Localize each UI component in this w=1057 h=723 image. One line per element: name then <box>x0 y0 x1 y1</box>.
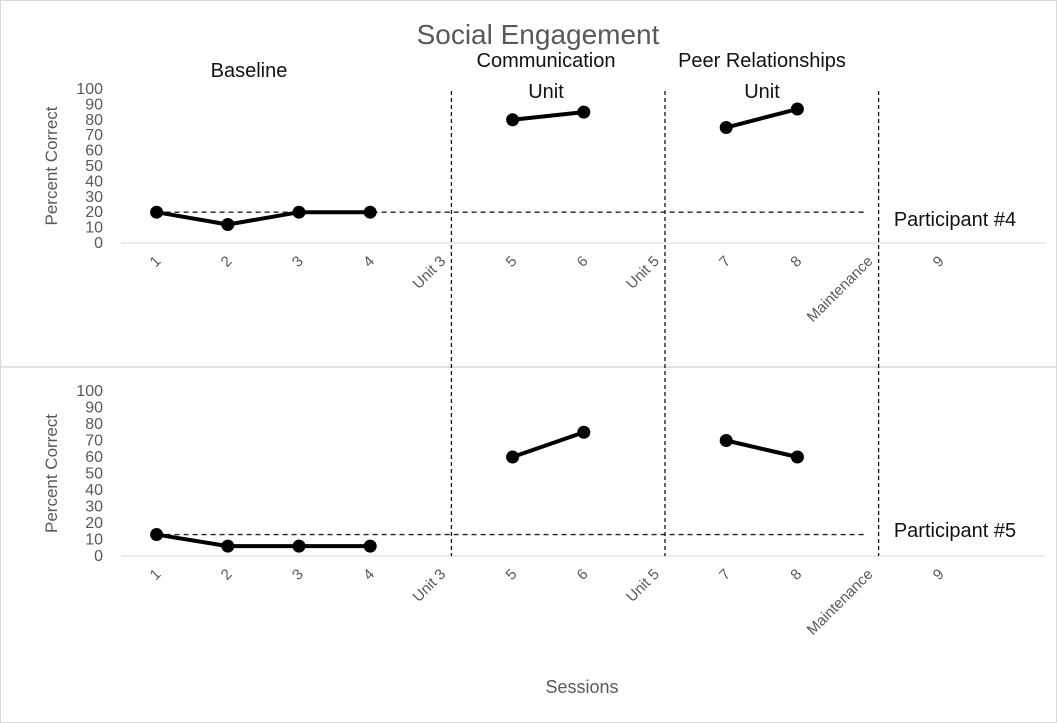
y-tick-label: 100 <box>76 383 103 400</box>
participant-label: Participant #4 <box>894 209 1016 231</box>
data-point <box>790 102 804 116</box>
y-tick-label: 80 <box>85 416 103 433</box>
y-tick-label: 0 <box>94 548 103 565</box>
phase-label: Communication <box>477 50 616 72</box>
data-point <box>292 205 306 219</box>
series-line <box>725 438 798 459</box>
y-tick-label: 40 <box>85 173 103 190</box>
y-tick-label: 30 <box>85 499 103 516</box>
series-line <box>512 110 585 122</box>
y-tick-label: 20 <box>85 515 103 532</box>
y-tick-label: 30 <box>85 189 103 206</box>
series-line <box>511 430 585 459</box>
data-point <box>221 218 235 232</box>
y-tick-label: 70 <box>85 433 103 450</box>
data-point <box>506 113 520 127</box>
data-point <box>577 105 591 119</box>
y-tick-label: 20 <box>85 204 103 221</box>
data-point <box>363 539 377 553</box>
y-tick-label: 50 <box>85 466 103 483</box>
data-point <box>150 205 164 219</box>
y-tick-label: 90 <box>85 96 103 113</box>
chart-title: Social Engagement <box>417 19 660 50</box>
phase-label: Unit <box>528 81 564 103</box>
data-point <box>719 434 733 447</box>
y-tick-label: 0 <box>94 235 103 252</box>
data-point <box>577 425 591 439</box>
y-tick-label: 70 <box>85 127 103 144</box>
y-tick-label: 50 <box>85 158 103 175</box>
y-tick-label: 10 <box>85 532 103 549</box>
y-axis-title: Percent Correct <box>42 106 61 225</box>
data-point <box>506 450 520 464</box>
data-point <box>719 121 733 134</box>
participant-label: Participant #5 <box>894 520 1016 542</box>
series-line <box>725 107 798 130</box>
phase-label: Peer Relationships <box>678 50 846 72</box>
x-axis-title: Sessions <box>545 677 618 697</box>
y-tick-label: 90 <box>85 400 103 417</box>
data-point <box>221 539 235 553</box>
phase-labels: Baseline Communication Unit Peer Relationsh… <box>211 50 846 103</box>
y-tick-label: 100 <box>76 81 103 98</box>
data-point <box>790 450 804 464</box>
y-tick-label: 40 <box>85 482 103 499</box>
phase-label: Baseline <box>211 60 288 82</box>
phase-change-lines <box>450 91 880 556</box>
y-axis-title: Percent Correct <box>42 414 61 533</box>
data-point <box>363 205 377 219</box>
series-line <box>156 532 371 549</box>
data-point <box>150 528 164 542</box>
y-tick-label: 60 <box>85 143 103 160</box>
data-point <box>292 539 306 553</box>
phase-label: Unit <box>744 81 780 103</box>
y-tick-label: 10 <box>85 220 103 237</box>
y-tick-label: 60 <box>85 449 103 466</box>
series-line <box>156 210 371 227</box>
y-tick-label: 80 <box>85 112 103 129</box>
